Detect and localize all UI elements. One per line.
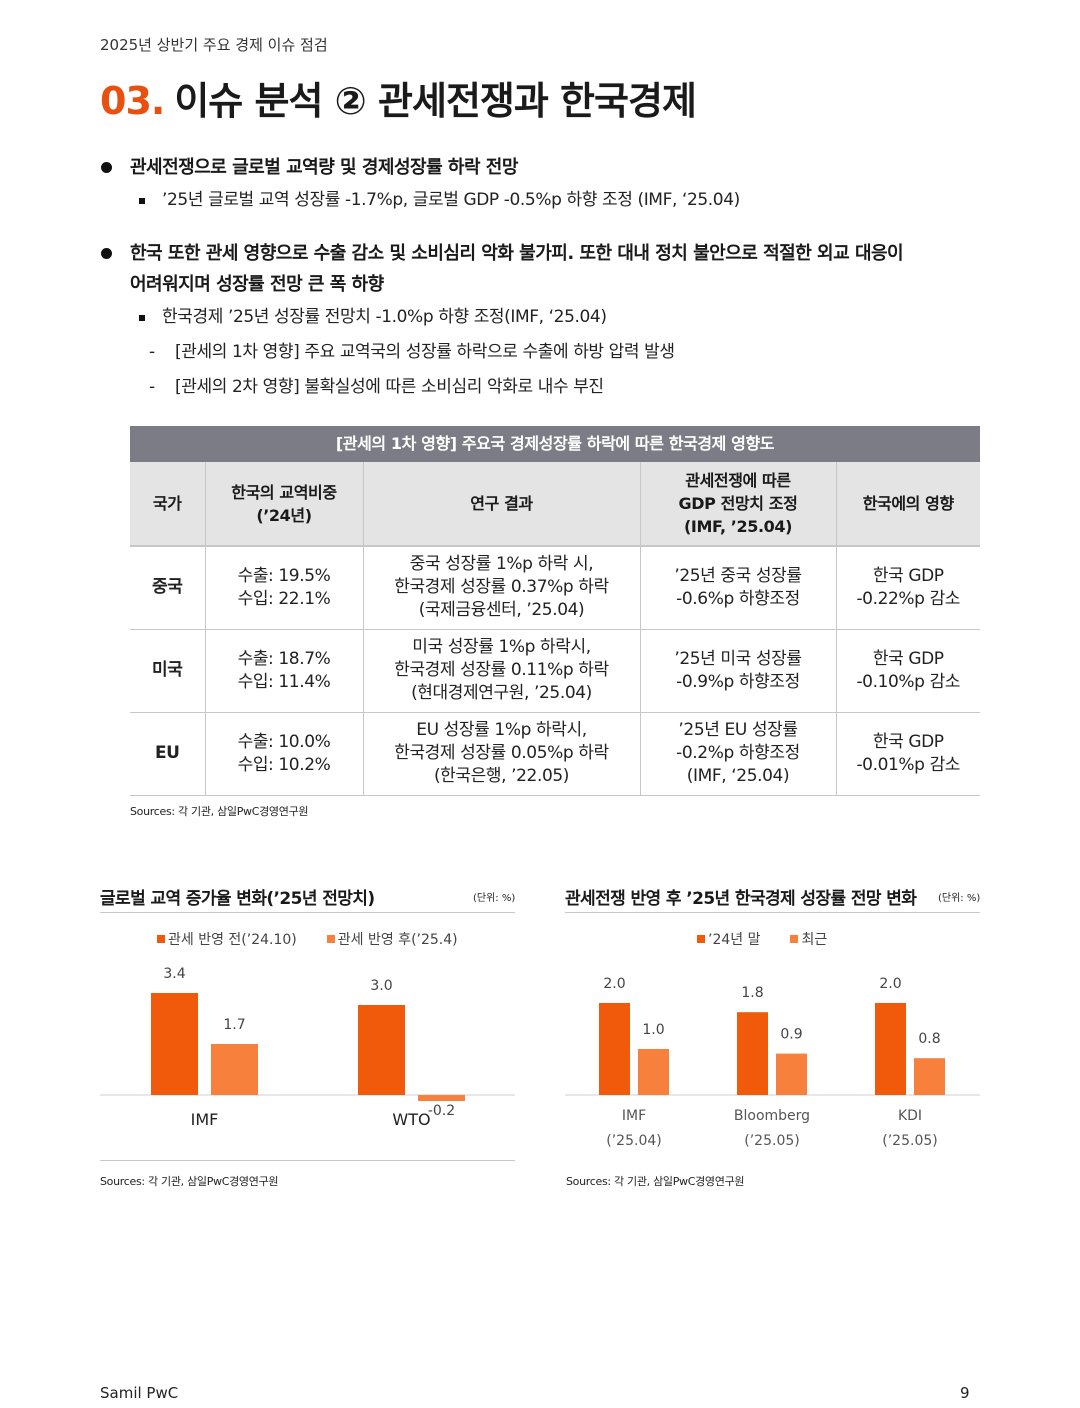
bar: [638, 1049, 669, 1095]
chart-legend: ’24년 말 최근: [697, 929, 827, 949]
title-divider: [565, 912, 980, 913]
header-gdp: 관세전쟁에 따른 GDP 전망치 조정 (IMF, ’25.04): [640, 462, 837, 546]
data-label: 2.0: [603, 976, 625, 992]
table-row-china: 중국 수출: 19.5% 수입: 22.1% 중국 성장률 1%p 하락 시, 한국…: [130, 545, 980, 630]
legend-item: 관세 반영 후(’25.4): [326, 929, 458, 949]
chart-unit: (단위: %): [473, 893, 516, 904]
bar: [151, 993, 198, 1095]
bar: [211, 1044, 258, 1095]
category-label: Bloomberg: [734, 1108, 810, 1124]
bullet-main-2-line2: 어려워지며 성장률 전망 큰 폭 하향: [130, 274, 384, 295]
cell-research: 미국 성장률 1%p 하락시, 한국경제 성장률 0.11%p 하락 (현대경제연구…: [363, 629, 641, 713]
category-sublabel: (’25.05): [744, 1133, 799, 1149]
cell-gdp: ’25년 미국 성장률 -0.9%p 하향조정: [640, 629, 837, 713]
data-label: 1.8: [741, 985, 763, 1001]
legend-swatch: [790, 935, 799, 943]
data-label: 3.0: [370, 978, 392, 994]
data-label: 1.0: [642, 1022, 664, 1038]
bullet-dash-1: [관세의 1차 영향] 주요 교역국의 성장률 하락으로 수출에 하방 압력 발…: [100, 335, 980, 370]
bar: [599, 1003, 630, 1095]
table-title: [관세의 1차 영향] 주요국 경제성장률 하락에 따른 한국경제 영향도: [130, 426, 980, 462]
bullet-list: 관세전쟁으로 글로벌 교역량 및 경제성장률 하락 전망 ’25년 글로벌 교역…: [100, 152, 980, 405]
page-title: 03. 이슈 분석 ② 관세전쟁과 한국경제: [100, 70, 697, 125]
cell-research: EU 성장률 1%p 하락시, 한국경제 성장률 0.05%p 하락 (한국은행, …: [363, 712, 641, 796]
chart-source: Sources: 각 기관, 삼일PwC경영연구원: [100, 1175, 279, 1188]
category-label: IMF: [191, 1110, 219, 1129]
header-impact: 한국에의 영향: [836, 462, 980, 546]
category-label: WTO: [392, 1110, 430, 1129]
data-label: 2.0: [879, 976, 901, 992]
chart-title: 글로벌 교역 증가율 변화(’25년 전망치): [100, 889, 375, 909]
cell-gdp: ’25년 중국 성장률 -0.6%p 하향조정: [640, 545, 837, 630]
category-label: IMF: [622, 1108, 646, 1124]
legend-swatch: [697, 935, 705, 943]
chart-global-trade: 글로벌 교역 증가율 변화(’25년 전망치) (단위: %) 관세 반영 전(…: [100, 884, 515, 1184]
section-title: 이슈 분석 ② 관세전쟁과 한국경제: [174, 79, 697, 123]
chart-korea-growth: 관세전쟁 반영 후 ’25년 한국경제 성장률 전망 변화 (단위: %) ’2…: [565, 884, 980, 1184]
bar: [358, 1005, 405, 1095]
data-label: 3.4: [163, 966, 185, 982]
cell-share: 수출: 10.0% 수입: 10.2%: [205, 712, 364, 796]
legend-item: 최근: [790, 929, 827, 949]
bar: [418, 1095, 465, 1101]
chart-bottom-rule: [100, 1160, 515, 1161]
table-header-row: 국가 한국의 교역비중 (’24년) 연구 결과 관세전쟁에 따른 GDP 전망치 …: [130, 462, 980, 546]
cell-impact: 한국 GDP -0.10%p 감소: [836, 629, 980, 713]
cell-gdp: ’25년 EU 성장률 -0.2%p 하향조정 (IMF, ‘25.04): [640, 712, 837, 796]
bullet-main-2-line1: 한국 또한 관세 영향으로 수출 감소 및 소비심리 악화 불가피. 또한 대내…: [130, 243, 904, 264]
data-label: -0.2: [428, 1103, 455, 1119]
chart-plot: 2.0 1.0 IMF (’25.04) 1.8 0.9 Bloomberg (’25.05)…: [565, 976, 980, 1149]
data-label: 0.9: [780, 1027, 802, 1043]
table-row-usa: 미국 수출: 18.7% 수입: 11.4% 미국 성장률 1%p 하락시, 한국경…: [130, 629, 980, 713]
bullet-sub-1: ’25년 글로벌 교역 성장률 -1.7%p, 글로벌 GDP -0.5%p 하…: [100, 183, 980, 218]
bar: [875, 1003, 906, 1095]
chart-unit: (단위: %): [938, 893, 981, 904]
data-label: 1.7: [223, 1017, 245, 1033]
cell-impact: 한국 GDP -0.01%p 감소: [836, 712, 980, 796]
bar: [776, 1053, 807, 1095]
cell-research: 중국 성장률 1%p 하락 시, 한국경제 성장률 0.37%p 하락 (국제금융센…: [363, 545, 641, 630]
footer-brand: Samil PwC: [100, 1384, 179, 1402]
title-divider: [100, 912, 515, 913]
bar: [737, 1012, 768, 1095]
bullet-main-1: 관세전쟁으로 글로벌 교역량 및 경제성장률 하락 전망: [100, 152, 980, 183]
document-header: 2025년 상반기 주요 경제 이슈 점검: [100, 36, 328, 54]
header-country: 국가: [130, 462, 206, 546]
legend-swatch: [326, 935, 335, 943]
cell-country: 미국: [130, 629, 206, 713]
header-share: 한국의 교역비중 (’24년): [205, 462, 364, 546]
category-label: KDI: [898, 1108, 922, 1124]
cell-country: 중국: [130, 545, 206, 630]
bullet-sub-2: 한국경제 ’25년 성장률 전망치 -1.0%p 하향 조정(IMF, ‘25.…: [100, 300, 980, 335]
cell-impact: 한국 GDP -0.22%p 감소: [836, 545, 980, 630]
bullet-main-2: 한국 또한 관세 영향으로 수출 감소 및 소비심리 악화 불가피. 또한 대내…: [100, 238, 980, 300]
cell-share: 수출: 18.7% 수입: 11.4%: [205, 629, 364, 713]
cell-country: EU: [130, 712, 206, 796]
bullet-dash-2: [관세의 2차 영향] 불확실성에 따른 소비심리 악화로 내수 부진: [100, 370, 980, 405]
legend-item: 관세 반영 전(’24.10): [157, 929, 297, 949]
header-research: 연구 결과: [363, 462, 641, 546]
page-number: 9: [960, 1384, 970, 1402]
table-grid: 국가 한국의 교역비중 (’24년) 연구 결과 관세전쟁에 따른 GDP 전망치 …: [130, 462, 980, 796]
chart-legend: 관세 반영 전(’24.10) 관세 반영 후(’25.4): [157, 929, 458, 949]
data-label: 0.8: [918, 1031, 940, 1047]
impact-table: [관세의 1차 영향] 주요국 경제성장률 하락에 따른 한국경제 영향도 국가…: [130, 426, 980, 796]
cell-share: 수출: 19.5% 수입: 22.1%: [205, 545, 364, 630]
category-sublabel: (’25.05): [882, 1133, 937, 1149]
category-sublabel: (’25.04): [606, 1133, 661, 1149]
legend-item: ’24년 말: [697, 929, 760, 949]
table-source: Sources: 각 기관, 삼일PwC경영연구원: [130, 805, 309, 818]
section-number: 03.: [100, 79, 165, 123]
chart-source: Sources: 각 기관, 삼일PwC경영연구원: [566, 1175, 745, 1188]
bar: [914, 1058, 945, 1095]
table-row-eu: EU 수출: 10.0% 수입: 10.2% EU 성장률 1%p 하락시, 한국경…: [130, 712, 980, 796]
legend-swatch: [157, 935, 165, 943]
chart-title: 관세전쟁 반영 후 ’25년 한국경제 성장률 전망 변화: [565, 889, 917, 909]
